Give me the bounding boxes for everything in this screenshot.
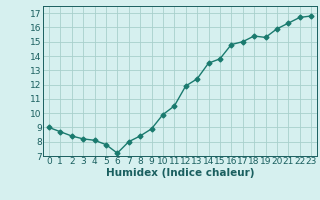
X-axis label: Humidex (Indice chaleur): Humidex (Indice chaleur) xyxy=(106,168,254,178)
